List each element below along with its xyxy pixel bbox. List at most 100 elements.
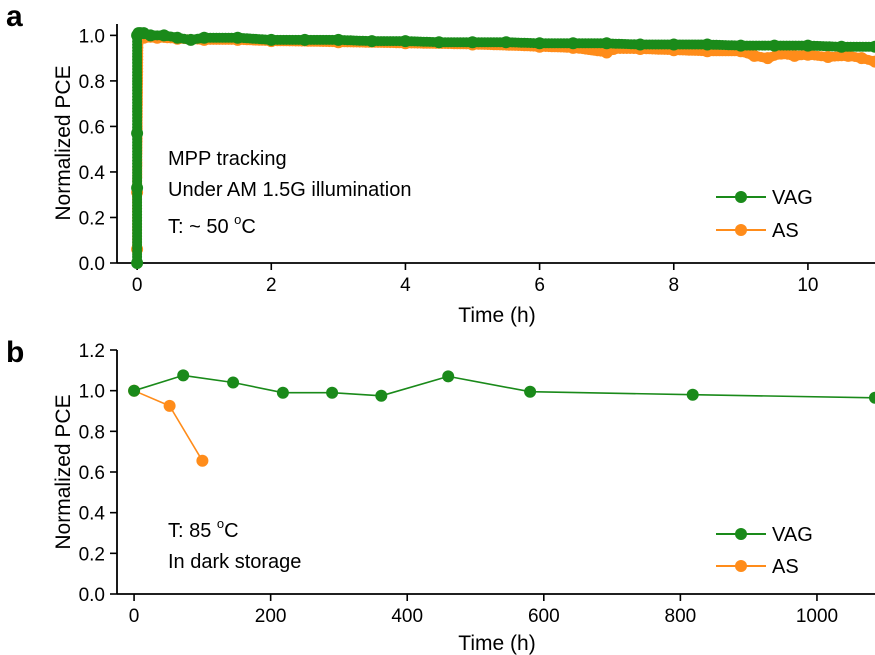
x-tick-label: 1000 — [796, 606, 838, 627]
legend-a-as-label: AS — [772, 220, 799, 242]
legend-b-as-marker — [735, 560, 747, 572]
series-vag-point — [667, 38, 680, 51]
series-vag-point — [701, 38, 714, 51]
series-as-point — [748, 49, 761, 62]
panel-a-y-ticks: 0.0 0.2 0.4 0.6 0.8 1.0 — [79, 26, 117, 275]
panel-a-x-ticks: 0 2 4 6 8 10 — [132, 263, 818, 296]
series-vag-point — [265, 33, 278, 46]
panel-b-legend: VAG AS — [716, 524, 813, 578]
series-vag-point — [567, 37, 580, 50]
series-vag-point — [524, 385, 537, 398]
series-vag-point — [634, 38, 647, 51]
series-as-point — [822, 51, 834, 63]
series-vag-point — [433, 36, 445, 49]
series-vag-point — [131, 257, 144, 269]
panel-b-x-title: Time (h) — [458, 632, 535, 655]
panel-b-x-ticks: 0 200 400 600 800 1000 — [129, 594, 838, 627]
legend-b-vag-label: VAG — [772, 524, 813, 546]
y-tick-label: 0.8 — [79, 72, 105, 93]
series-vag-point — [171, 31, 184, 44]
panel-a-plot: 0 2 4 6 8 10 0.0 0.2 0.4 0.6 0.8 1.0 — [79, 24, 875, 296]
legend-b-as-label: AS — [772, 556, 799, 578]
x-tick-label: 0 — [132, 275, 143, 296]
series-vag-point — [198, 31, 211, 44]
panel-a-y-title: Normalized PCE — [52, 65, 75, 220]
series-vag-point — [158, 29, 170, 42]
panel-b-letter: b — [6, 336, 24, 369]
series-vag-point — [768, 39, 781, 52]
x-tick-label: 600 — [528, 606, 560, 627]
x-tick-label: 8 — [668, 275, 679, 296]
series-vag-point — [144, 29, 157, 42]
x-tick-label: 800 — [665, 606, 697, 627]
panel-b-series — [128, 369, 875, 467]
y-tick-label: 1.0 — [79, 26, 105, 47]
series-vag-point — [128, 384, 141, 397]
series-as-point — [775, 47, 788, 60]
series-vag-point — [365, 35, 378, 48]
panel-b-legend-as: AS — [716, 556, 799, 578]
y-tick-label: 0.2 — [79, 208, 105, 229]
x-tick-label: 6 — [534, 275, 545, 296]
series-vag-point — [131, 181, 144, 194]
panel-b-plot: 0 200 400 600 800 1000 0.0 0.2 0.4 0.6 0.8 1.0 1.2 — [79, 341, 875, 627]
panel-a-letter: a — [6, 0, 23, 33]
panel-a-legend-as: AS — [716, 220, 799, 242]
series-vag-point — [332, 33, 345, 46]
y-tick-label: 0.4 — [79, 163, 106, 184]
y-tick-label: 0.6 — [79, 463, 105, 484]
series-as-point — [855, 52, 868, 65]
x-tick-label: 0 — [129, 606, 140, 627]
panel-a-series — [131, 27, 875, 269]
y-tick-label: 1.0 — [79, 382, 105, 403]
x-tick-label: 400 — [391, 606, 423, 627]
series-as-point — [761, 52, 774, 65]
series-vag-point — [231, 31, 244, 44]
annot-b-temp-unit: C — [224, 520, 238, 542]
panel-a-annotation-mpp: MPP tracking — [168, 148, 287, 170]
series-as-point — [788, 49, 801, 62]
y-tick-label: 0.8 — [79, 422, 105, 443]
legend-a-vag-label: VAG — [772, 187, 813, 209]
legend-b-vag-marker — [735, 528, 747, 540]
series-vag-point — [869, 40, 875, 53]
series-vag-point — [184, 33, 197, 46]
x-tick-label: 10 — [797, 275, 818, 296]
annot-a-temp-prefix: T: ~ 50 — [168, 216, 234, 238]
panel-a-legend: VAG AS — [716, 187, 813, 242]
series-vag-point — [227, 376, 240, 389]
series-vag-point — [466, 36, 479, 49]
series-vag-point — [686, 388, 699, 401]
y-tick-label: 0.6 — [79, 117, 105, 138]
series-vag-line — [133, 374, 875, 399]
series-vag-point — [276, 386, 289, 399]
x-tick-label: 2 — [266, 275, 277, 296]
panel-b-annotation-temperature: T: 85 oC — [168, 516, 239, 542]
panel-b: b 0 200 400 600 800 1000 0.0 0.2 0.4 0.6 0.8 1.0 1.… — [6, 336, 875, 655]
series-vag-point — [734, 39, 747, 52]
panel-a-x-title: Time (h) — [458, 304, 535, 327]
series-as-point — [163, 399, 176, 412]
series-as-point — [869, 55, 875, 68]
series-vag-point — [326, 386, 339, 399]
x-tick-label: 4 — [400, 275, 411, 296]
panel-a-annotation-illumination: Under AM 1.5G illumination — [168, 179, 411, 201]
series-vag-point — [298, 33, 311, 46]
series-vag-point — [869, 391, 875, 404]
x-tick-label: 200 — [255, 606, 287, 627]
legend-a-as-marker — [735, 224, 747, 236]
series-as-point — [801, 48, 814, 61]
series-vag-point — [533, 37, 546, 50]
series-vag-point — [801, 39, 814, 52]
annot-a-temp-unit: C — [241, 216, 255, 238]
y-tick-label: 1.2 — [79, 341, 105, 362]
y-tick-label: 0.2 — [79, 544, 105, 565]
annot-a-temp-degree: o — [234, 212, 241, 227]
y-tick-label: 0.4 — [79, 504, 106, 525]
panel-b-y-ticks: 0.0 0.2 0.4 0.6 0.8 1.0 1.2 — [79, 341, 117, 606]
series-vag-point — [375, 389, 388, 402]
panel-a-annotation-temperature: T: ~ 50 oC — [168, 212, 256, 238]
panel-b-y-title: Normalized PCE — [52, 394, 75, 549]
series-vag-point — [177, 369, 190, 382]
